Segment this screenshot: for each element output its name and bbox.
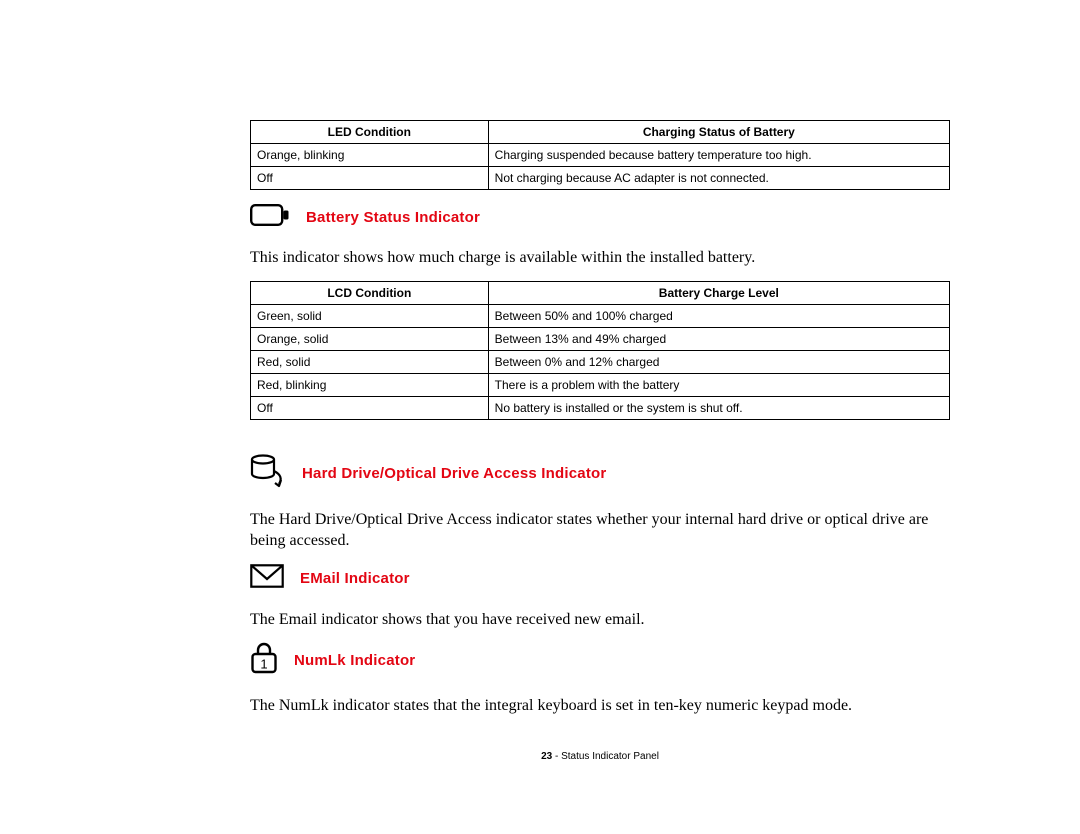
- section-body: The Email indicator shows that you have …: [250, 609, 950, 631]
- table-header-row: LED Condition Charging Status of Battery: [251, 121, 950, 144]
- section-header-numlock: 1 NumLk Indicator: [250, 642, 950, 679]
- table-cell: There is a problem with the battery: [488, 373, 949, 396]
- document-page: LED Condition Charging Status of Battery…: [0, 0, 1080, 792]
- table-row: Off Not charging because AC adapter is n…: [251, 167, 950, 190]
- table-cell: Off: [251, 396, 489, 419]
- drive-access-icon: [250, 454, 286, 493]
- table-cell: Red, blinking: [251, 373, 489, 396]
- table-header-row: LCD Condition Battery Charge Level: [251, 281, 950, 304]
- footer-section-name: Status Indicator Panel: [561, 751, 659, 762]
- table-cell: Orange, solid: [251, 327, 489, 350]
- table-cell: Between 0% and 12% charged: [488, 350, 949, 373]
- section-title: NumLk Indicator: [294, 652, 415, 669]
- section-body: This indicator shows how much charge is …: [250, 247, 950, 269]
- table-row: Off No battery is installed or the syste…: [251, 396, 950, 419]
- table-header-cell: LED Condition: [251, 121, 489, 144]
- table-cell: Between 50% and 100% charged: [488, 304, 949, 327]
- section-header-email: EMail Indicator: [250, 564, 950, 593]
- numlock-icon: 1: [250, 642, 278, 679]
- email-icon: [250, 564, 284, 593]
- svg-text:1: 1: [260, 657, 267, 672]
- table-row: Red, blinking There is a problem with th…: [251, 373, 950, 396]
- page-footer: 23 - Status Indicator Panel: [250, 751, 950, 762]
- section-title: Hard Drive/Optical Drive Access Indicato…: [302, 465, 606, 482]
- table-header-cell: LCD Condition: [251, 281, 489, 304]
- section-header-battery-status: Battery Status Indicator: [250, 204, 950, 231]
- led-condition-table: LED Condition Charging Status of Battery…: [250, 120, 950, 190]
- page-number: 23: [541, 751, 552, 762]
- table-row: Red, solid Between 0% and 12% charged: [251, 350, 950, 373]
- table-cell: Orange, blinking: [251, 144, 489, 167]
- lcd-condition-table: LCD Condition Battery Charge Level Green…: [250, 281, 950, 420]
- table-row: Orange, solid Between 13% and 49% charge…: [251, 327, 950, 350]
- battery-icon: [250, 204, 290, 231]
- section-header-drive-access: Hard Drive/Optical Drive Access Indicato…: [250, 454, 950, 493]
- table-row: Orange, blinking Charging suspended beca…: [251, 144, 950, 167]
- table-header-cell: Battery Charge Level: [488, 281, 949, 304]
- table-cell: Green, solid: [251, 304, 489, 327]
- table-cell: Off: [251, 167, 489, 190]
- table-header-cell: Charging Status of Battery: [488, 121, 949, 144]
- table-cell: Between 13% and 49% charged: [488, 327, 949, 350]
- section-body: The Hard Drive/Optical Drive Access indi…: [250, 509, 950, 552]
- footer-separator: -: [552, 751, 561, 762]
- section-title: Battery Status Indicator: [306, 209, 480, 226]
- section-title: EMail Indicator: [300, 570, 410, 587]
- table-cell: Charging suspended because battery tempe…: [488, 144, 949, 167]
- table-cell: Not charging because AC adapter is not c…: [488, 167, 949, 190]
- table-row: Green, solid Between 50% and 100% charge…: [251, 304, 950, 327]
- table-cell: Red, solid: [251, 350, 489, 373]
- section-body: The NumLk indicator states that the inte…: [250, 695, 950, 717]
- table-cell: No battery is installed or the system is…: [488, 396, 949, 419]
